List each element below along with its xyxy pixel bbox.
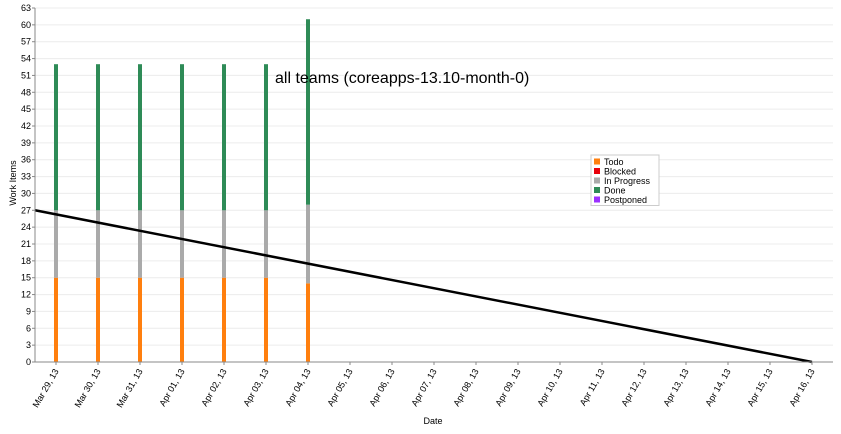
bar-segment-done [138,64,142,211]
bar-segment-done [54,64,58,211]
legend-label: Todo [604,157,624,167]
bar-segment-in-progress [306,204,310,284]
legend-box [590,154,660,206]
legend-label: Blocked [604,167,636,177]
bar-segment-done [264,64,268,211]
bar-segment-done [180,64,184,211]
bar-segment-todo [264,277,268,362]
y-tick-label: 3 [26,340,31,350]
y-tick-label: 54 [21,54,31,64]
x-tick-label: Apr 12, 13 [619,367,648,408]
trend-line-group [34,209,813,364]
x-tick-label: Apr 15, 13 [745,367,774,408]
bar-segment-done [222,64,226,211]
legend-label: In Progress [604,176,651,186]
y-tick-label: 57 [21,37,31,47]
y-tick-label: 15 [21,273,31,283]
y-tick-label: 12 [21,290,31,300]
legend-swatch [594,196,600,203]
bar-segment-todo [138,277,142,362]
x-tick-label: Apr 09, 13 [493,367,522,408]
y-tick-label: 63 [21,3,31,13]
gridlines [35,7,833,346]
bar-segment-in-progress [138,210,142,278]
x-tick-label: Mar 31, 13 [115,367,145,409]
bar-segment-in-progress [54,210,58,278]
y-tick-label: 39 [21,138,31,148]
x-tick-label: Apr 06, 13 [367,367,396,408]
x-tick-label: Apr 02, 13 [199,367,228,408]
x-tick-label: Mar 29, 13 [31,367,61,409]
bar-segment-done [306,19,310,205]
x-tick-label: Apr 07, 13 [409,367,438,408]
x-tick-label: Mar 30, 13 [73,367,103,409]
y-tick-label: 0 [26,357,31,367]
legend-swatch [594,187,600,193]
legend-label: Postponed [604,195,647,205]
bar-segment-in-progress [264,210,268,278]
y-tick-label: 60 [21,20,31,30]
y-tick-label: 30 [21,188,31,198]
bar-segment-todo [180,277,184,362]
bars [54,19,310,362]
y-tick-label: 9 [26,306,31,316]
trend-line [34,209,813,364]
y-tick-label: 45 [21,104,31,114]
chart-title: all teams (coreapps-13.10-month-0) [275,70,529,87]
bar-segment-done [96,64,100,211]
y-tick-label: 51 [21,70,31,80]
x-tick-label: Apr 04, 13 [283,367,312,408]
x-tick-label: Apr 11, 13 [578,367,607,407]
y-tick-label: 27 [21,205,31,215]
x-axis-title: Date [423,416,442,426]
bar-segment-todo [306,283,310,362]
bar-segment-todo [54,277,58,362]
y-tick-label: 33 [21,172,31,182]
x-tick-label: Apr 16, 13 [787,367,816,408]
y-tick-label: 18 [21,256,31,266]
axes [34,8,833,363]
legend-swatch [594,158,600,165]
y-tick-label: 24 [21,222,31,232]
legend-swatch [594,177,600,184]
y-tick-label: 48 [21,87,31,97]
x-tick-label: Apr 01, 13 [157,367,186,408]
bar-segment-todo [222,277,226,362]
y-tick-label: 21 [21,239,31,249]
bar-segment-in-progress [180,210,184,278]
x-tick-labels: Mar 29, 13 Mar 30, 13 Mar 31, 13 Apr 01, 13… [31,362,817,409]
legend-swatch [594,168,600,174]
x-tick-label: Apr 10, 13 [535,367,564,408]
bar-segment-todo [96,277,100,362]
y-tick-label: 6 [26,323,31,333]
bar-segment-in-progress [222,210,226,278]
y-axis-title: Work Items [8,160,18,206]
legend-label: Done [604,186,626,196]
y-tick-label: 36 [21,155,31,165]
y-tick-label: 42 [21,121,31,131]
x-tick-label: Apr 03, 13 [241,367,270,408]
x-tick-label: Apr 05, 13 [325,367,354,408]
bar-segment-in-progress [96,210,100,278]
x-tick-label: Apr 14, 13 [703,367,732,408]
x-tick-label: Apr 08, 13 [451,367,480,408]
x-tick-label: Apr 13, 13 [661,367,690,408]
